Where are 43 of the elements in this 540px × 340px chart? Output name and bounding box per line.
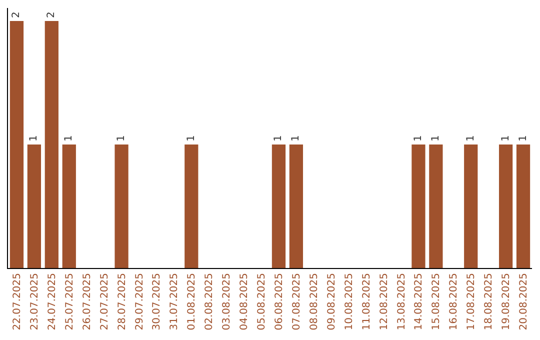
x-tick-label: 05.08.2025 (256, 273, 268, 330)
x-tick-label: 09.08.2025 (326, 273, 338, 330)
x-tick-label: 13.08.2025 (396, 273, 408, 330)
x-tick-label: 12.08.2025 (378, 273, 390, 330)
x-tick-label: 02.08.2025 (204, 273, 216, 330)
x-tick-label: 15.08.2025 (431, 273, 442, 330)
x-tick-label: 20.08.2025 (518, 273, 530, 330)
x-tick-label: 11.08.2025 (361, 273, 372, 330)
x-tick-label: 26.07.2025 (82, 273, 93, 330)
x-tick-label: 03.08.2025 (222, 273, 233, 330)
x-tick-label: 22.07.2025 (12, 273, 23, 330)
x-tick-label: 04.08.2025 (239, 273, 250, 330)
data-label: 1 (116, 135, 128, 142)
x-tick-label: 01.08.2025 (186, 273, 198, 330)
data-label: 1 (465, 135, 476, 142)
x-tick-label: 31.07.2025 (169, 273, 180, 330)
x-tick-label: 28.07.2025 (116, 273, 128, 330)
data-label: 1 (430, 135, 442, 142)
x-tick-label: 25.07.2025 (64, 273, 76, 330)
x-tick-label: 30.07.2025 (152, 273, 163, 330)
x-tick-label: 14.08.2025 (414, 273, 425, 330)
x-tick-label: 07.08.2025 (291, 273, 302, 330)
data-label: 1 (412, 135, 424, 142)
x-tick-label: 27.07.2025 (99, 273, 110, 330)
data-label: 1 (28, 135, 40, 142)
data-label: 1 (186, 135, 197, 142)
x-tick-label: 10.08.2025 (344, 273, 355, 330)
x-tick-label: 17.08.2025 (466, 273, 478, 330)
x-tick-label: 08.08.2025 (308, 273, 320, 330)
x-tick-label: 24.07.2025 (46, 273, 58, 330)
data-label: 1 (273, 135, 284, 142)
x-tick-label: 18.08.2025 (484, 273, 495, 330)
data-label: 1 (518, 135, 529, 142)
data-label: 1 (64, 135, 75, 142)
x-tick-label: 19.08.2025 (501, 273, 512, 330)
data-label: 1 (500, 135, 512, 142)
x-tick-label: 16.08.2025 (448, 273, 460, 330)
x-tick-label: 29.07.2025 (134, 273, 146, 330)
data-label: 2 (11, 12, 22, 18)
x-tick-label: 23.07.2025 (29, 273, 40, 330)
x-tick-label: 06.08.2025 (274, 273, 285, 330)
data-label: 2 (46, 12, 58, 18)
data-label: 1 (290, 135, 302, 142)
